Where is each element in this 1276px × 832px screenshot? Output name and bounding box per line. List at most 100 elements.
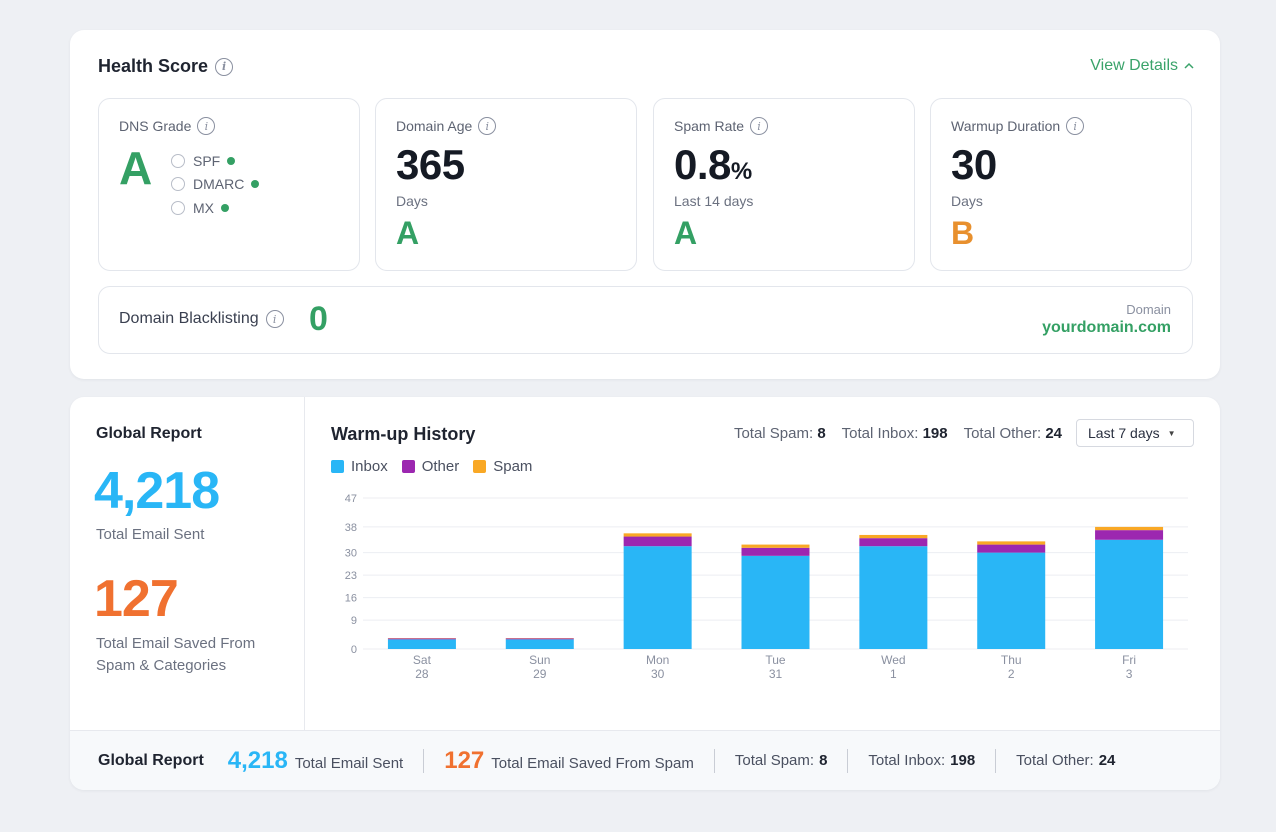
dns-grade-value: A	[119, 142, 153, 194]
status-dot-icon	[227, 156, 236, 165]
y-tick-label: 38	[345, 522, 357, 534]
bar-other	[977, 544, 1046, 553]
footer-divider	[847, 748, 849, 773]
warmup-duration-value: 30	[951, 141, 997, 188]
x-tick-label: Sat	[413, 653, 432, 667]
legend-swatch	[331, 460, 344, 473]
status-dot-icon	[221, 203, 229, 212]
footer-total-sent: 4,218 Total Email Sent	[227, 746, 404, 774]
domain-age-card: Domain Age i 365 Days A	[375, 98, 637, 271]
dns-grade-card: DNS Grade i A SPF DMARC MX	[98, 98, 360, 271]
x-tick-label: Thu	[1001, 653, 1022, 667]
bar-spam	[859, 534, 928, 539]
x-tick-date-label: 2	[1008, 667, 1015, 681]
domain-blacklisting-card: Domain Blacklisting i 0 Domain yourdomai…	[98, 286, 1193, 354]
y-tick-label: 16	[345, 593, 357, 605]
warmup-duration-grade: B	[951, 215, 975, 251]
domain-age-value: 365	[396, 141, 465, 188]
bar-spam	[623, 533, 692, 537]
info-icon[interactable]: i	[215, 57, 234, 76]
y-tick-label: 23	[345, 570, 357, 582]
footer-divider	[995, 748, 997, 773]
spam-rate-period: Last 14 days	[674, 193, 754, 209]
bar-inbox	[859, 546, 928, 649]
spam-rate-grade: A	[674, 215, 698, 251]
warmup-duration-label: Warmup Duration i	[951, 117, 1085, 135]
radio-icon[interactable]	[171, 177, 185, 192]
domain-age-unit: Days	[396, 193, 428, 209]
bar-other	[859, 538, 928, 547]
y-tick-label: 30	[345, 548, 357, 560]
x-tick-label: Fri	[1122, 653, 1136, 667]
footer-total-saved: 127 Total Email Saved From Spam	[444, 746, 694, 774]
footer-divider	[423, 748, 425, 773]
footer-total-other: Total Other: 24	[1016, 752, 1116, 769]
dns-grade-label: DNS Grade i	[119, 117, 216, 135]
x-tick-date-label: 29	[533, 667, 547, 681]
footer-divider	[713, 748, 715, 773]
x-tick-date-label: 3	[1126, 667, 1133, 681]
bar-spam	[1095, 526, 1164, 531]
domain-value: yourdomain.com	[1042, 319, 1171, 336]
chevron-up-icon[interactable]	[1184, 61, 1194, 71]
bar-inbox	[1095, 539, 1164, 649]
x-tick-date-label: 28	[415, 667, 429, 681]
health-score-card: Health Score i View Details DNS Grade i …	[70, 30, 1220, 379]
info-icon[interactable]: i	[1066, 117, 1085, 135]
x-tick-date-label: 1	[890, 667, 897, 681]
domain-label: Domain	[1126, 302, 1171, 317]
global-report-panel: Global Report 4,218 Total Email Sent 127…	[70, 397, 305, 730]
chart-legend: Inbox Other Spam	[331, 458, 532, 475]
info-icon[interactable]: i	[750, 117, 769, 135]
footer-total-spam: Total Spam: 8	[734, 752, 828, 769]
report-footer: Global Report 4,218 Total Email Sent 127…	[70, 730, 1220, 790]
bar-spam	[741, 544, 810, 548]
report-card: Global Report 4,218 Total Email Sent 127…	[70, 397, 1220, 790]
dns-record-list: SPF DMARC MX	[171, 149, 260, 220]
domain-age-grade: A	[396, 215, 420, 251]
x-tick-label: Wed	[881, 653, 905, 667]
total-saved-value: 127	[94, 570, 179, 628]
y-tick-label: 47	[345, 493, 357, 505]
warmup-duration-unit: Days	[951, 193, 983, 209]
footer-total-inbox: Total Inbox: 198	[868, 752, 976, 769]
x-tick-label: Tue	[765, 653, 786, 667]
history-total-inbox: Total Inbox: 198	[841, 425, 948, 442]
radio-icon[interactable]	[171, 200, 185, 215]
bar-inbox	[505, 639, 574, 649]
y-tick-label: 0	[351, 644, 357, 656]
info-icon[interactable]: i	[478, 117, 497, 135]
view-details-link[interactable]: View Details	[1090, 57, 1194, 75]
legend-item-other[interactable]: Other	[401, 458, 459, 475]
bar-inbox	[741, 555, 810, 649]
bar-spam	[977, 541, 1046, 545]
bar-inbox	[387, 639, 456, 649]
bar-inbox	[623, 546, 692, 649]
radio-icon[interactable]	[171, 153, 185, 168]
domain-age-label: Domain Age i	[396, 117, 497, 135]
info-icon[interactable]: i	[265, 310, 284, 328]
global-report-title: Global Report	[96, 425, 202, 442]
warmup-history-chart: 091623303847Sat28Sun29Mon30Tue31Wed1Thu2…	[345, 493, 1188, 681]
status-dot-icon	[251, 180, 260, 189]
caret-down-icon[interactable]: ▼	[1167, 428, 1176, 438]
legend-item-inbox[interactable]: Inbox	[331, 458, 388, 475]
total-sent-value: 4,218	[94, 462, 220, 520]
history-total-other: Total Other: 24	[963, 425, 1062, 442]
domain-blacklisting-label: Domain Blacklisting i	[119, 310, 284, 328]
bar-other	[741, 547, 810, 556]
dns-record-mx: MX	[171, 196, 259, 220]
info-icon[interactable]: i	[197, 117, 216, 135]
footer-title: Global Report	[98, 751, 204, 769]
total-saved-label: Total Email Saved From Spam & Categories	[96, 635, 256, 674]
date-range-select[interactable]: Last 7 days ▼	[1076, 419, 1194, 447]
dns-record-dmarc: DMARC	[171, 173, 260, 197]
bar-inbox	[977, 552, 1046, 649]
dns-record-spf: SPF	[171, 149, 259, 173]
bar-other	[1095, 530, 1164, 540]
legend-item-spam[interactable]: Spam	[473, 458, 532, 475]
y-tick-label: 9	[351, 615, 357, 627]
warmup-duration-card: Warmup Duration i 30 Days B	[930, 98, 1192, 271]
x-tick-date-label: 30	[651, 667, 665, 681]
domain-blacklisting-value: 0	[309, 300, 328, 338]
